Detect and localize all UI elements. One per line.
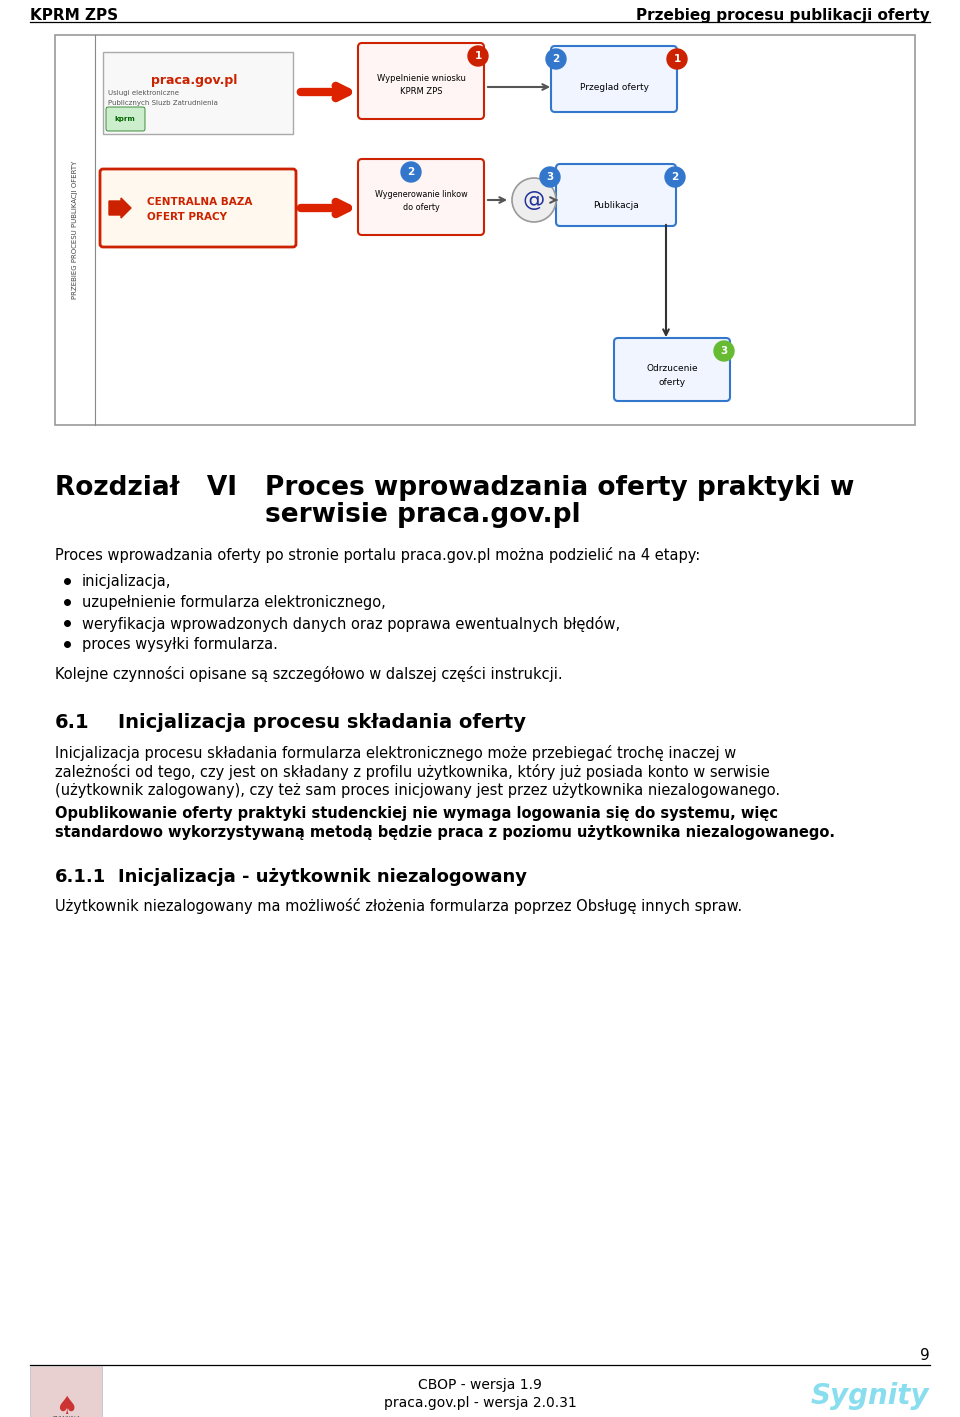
Text: Wypelnienie wniosku: Wypelnienie wniosku xyxy=(376,74,466,84)
Circle shape xyxy=(714,341,734,361)
Text: CBOP - wersja 1.9: CBOP - wersja 1.9 xyxy=(418,1377,542,1391)
Text: 2: 2 xyxy=(671,171,679,181)
Text: zależności od tego, czy jest on składany z profilu użytkownika, który już posiad: zależności od tego, czy jest on składany… xyxy=(55,764,770,779)
Text: Użytkownik niezalogowany ma możliwość złożenia formularza poprzez Obsługę innych: Użytkownik niezalogowany ma możliwość zł… xyxy=(55,898,742,914)
Text: 3: 3 xyxy=(546,171,554,181)
Text: standardowo wykorzystywaną metodą będzie praca z poziomu użytkownika niezalogowa: standardowo wykorzystywaną metodą będzie… xyxy=(55,825,835,840)
Text: do oferty: do oferty xyxy=(402,203,440,213)
Text: Proces wprowadzania oferty po stronie portalu praca.gov.pl można podzielić na 4 : Proces wprowadzania oferty po stronie po… xyxy=(55,547,700,563)
Text: Rozdział   VI: Rozdział VI xyxy=(55,475,237,502)
Text: OFERT PRACY: OFERT PRACY xyxy=(147,213,227,222)
Text: KPRM ZPS: KPRM ZPS xyxy=(30,9,118,23)
Text: @: @ xyxy=(523,190,545,210)
Text: Odrzucenie: Odrzucenie xyxy=(646,364,698,373)
Text: 6.1: 6.1 xyxy=(55,713,89,733)
Text: 2: 2 xyxy=(552,54,560,64)
Text: inicjalizacja,: inicjalizacja, xyxy=(82,574,172,589)
Text: 1: 1 xyxy=(474,51,482,61)
Text: CENTRALNA BAZA: CENTRALNA BAZA xyxy=(147,197,252,207)
Circle shape xyxy=(468,45,488,67)
Text: Publicznych Sluzb Zatrudnienia: Publicznych Sluzb Zatrudnienia xyxy=(108,101,218,106)
Text: uzupełnienie formularza elektronicznego,: uzupełnienie formularza elektronicznego, xyxy=(82,595,386,609)
Text: Uslugi elektroniczne: Uslugi elektroniczne xyxy=(108,91,179,96)
Circle shape xyxy=(540,167,560,187)
Circle shape xyxy=(665,167,685,187)
FancyBboxPatch shape xyxy=(551,45,677,112)
Text: Publikacja: Publikacja xyxy=(593,201,638,210)
Text: oferty: oferty xyxy=(659,378,685,387)
FancyBboxPatch shape xyxy=(106,108,145,130)
FancyBboxPatch shape xyxy=(358,159,484,235)
Text: 2: 2 xyxy=(407,167,415,177)
FancyBboxPatch shape xyxy=(556,164,676,225)
Text: praca.gov.pl - wersja 2.0.31: praca.gov.pl - wersja 2.0.31 xyxy=(384,1396,576,1410)
Circle shape xyxy=(667,50,687,69)
Text: ♠: ♠ xyxy=(55,1394,77,1417)
FancyBboxPatch shape xyxy=(614,339,730,401)
Text: 3: 3 xyxy=(720,346,728,356)
Bar xyxy=(103,52,293,135)
Text: Inicjalizacja - użytkownik niezalogowany: Inicjalizacja - użytkownik niezalogowany xyxy=(118,869,527,886)
Text: 9: 9 xyxy=(921,1348,930,1363)
FancyBboxPatch shape xyxy=(358,43,484,119)
Circle shape xyxy=(546,50,566,69)
Text: PRZEBIEG PROCESU PUBLIKACJI OFERTY: PRZEBIEG PROCESU PUBLIKACJI OFERTY xyxy=(72,160,78,299)
Text: KPRM ZPS: KPRM ZPS xyxy=(399,86,443,96)
Text: Opublikowanie oferty praktyki studenckiej nie wymaga logowania się do systemu, w: Opublikowanie oferty praktyki studenckie… xyxy=(55,806,778,820)
Bar xyxy=(30,1366,102,1417)
Text: 1: 1 xyxy=(673,54,681,64)
Text: Przeglad oferty: Przeglad oferty xyxy=(580,84,649,92)
FancyBboxPatch shape xyxy=(100,169,296,247)
Text: serwisie praca.gov.pl: serwisie praca.gov.pl xyxy=(265,502,581,529)
Text: Inicjalizacja procesu składania oferty: Inicjalizacja procesu składania oferty xyxy=(118,713,526,733)
Text: (użytkownik zalogowany), czy też sam proces inicjowany jest przez użytkownika ni: (użytkownik zalogowany), czy też sam pro… xyxy=(55,784,780,798)
Text: praca.gov.pl: praca.gov.pl xyxy=(151,74,237,86)
Text: kprm: kprm xyxy=(114,116,135,122)
Text: Proces wprowadzania oferty praktyki w: Proces wprowadzania oferty praktyki w xyxy=(265,475,854,502)
Text: weryfikacja wprowadzonych danych oraz poprawa ewentualnych błędów,: weryfikacja wprowadzonych danych oraz po… xyxy=(82,616,620,632)
Text: Sygnity: Sygnity xyxy=(810,1382,929,1410)
FancyArrow shape xyxy=(109,198,131,218)
Text: Kolejne czynności opisane są szczegółowo w dalszej części instrukcji.: Kolejne czynności opisane są szczegółowo… xyxy=(55,666,563,682)
Text: 6.1.1: 6.1.1 xyxy=(55,869,107,886)
Text: Wygenerowanie linkow: Wygenerowanie linkow xyxy=(374,190,468,198)
Text: proces wysyłki formularza.: proces wysyłki formularza. xyxy=(82,638,277,652)
Text: Inicjalizacja procesu składania formularza elektronicznego może przebiegać troch: Inicjalizacja procesu składania formular… xyxy=(55,745,736,761)
Bar xyxy=(55,35,915,425)
Circle shape xyxy=(401,162,421,181)
Circle shape xyxy=(512,179,556,222)
Text: Przebieg procesu publikacji oferty: Przebieg procesu publikacji oferty xyxy=(636,9,930,23)
